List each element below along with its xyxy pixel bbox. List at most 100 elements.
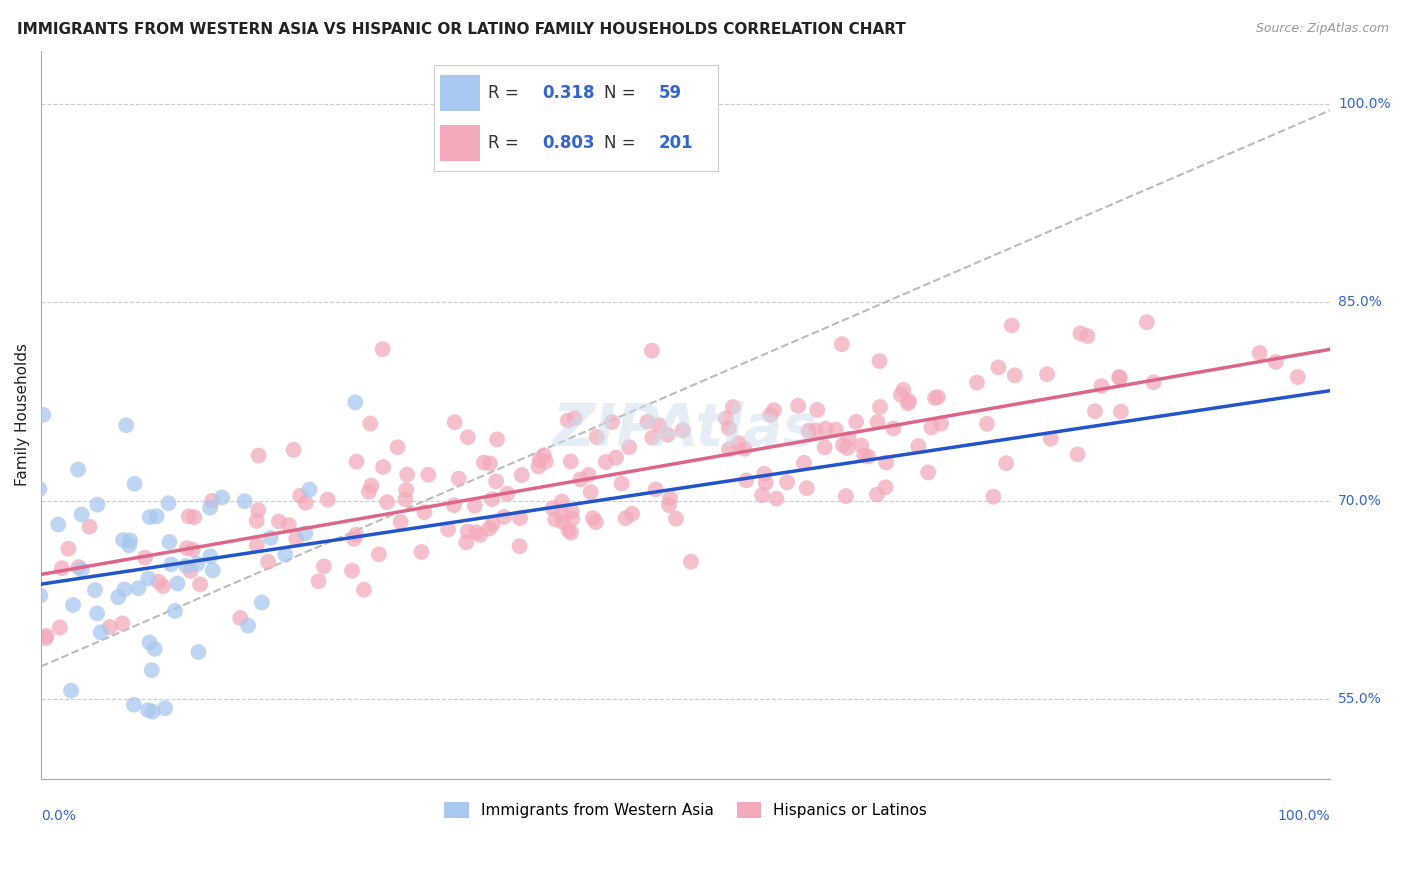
Point — [186, 557, 208, 571]
Point — [86, 498, 108, 512]
Point — [1066, 447, 1088, 461]
Text: IMMIGRANTS FROM WESTERN ASIA VS HISPANIC OR LATINO FAMILY HOUSEHOLDS CORRELATION: IMMIGRANTS FROM WESTERN ASIA VS HISPANIC… — [17, 22, 905, 37]
Point — [595, 455, 617, 469]
Point — [246, 514, 269, 528]
Point — [897, 396, 920, 410]
Point — [610, 476, 633, 491]
Point — [1076, 329, 1098, 343]
Point — [115, 418, 138, 433]
Point — [983, 490, 1005, 504]
Point — [648, 418, 671, 433]
Point — [481, 492, 503, 507]
Point — [294, 496, 316, 510]
Point — [340, 564, 363, 578]
Point — [86, 607, 108, 621]
Point — [560, 525, 582, 540]
Point — [0, 514, 11, 528]
Point — [344, 395, 367, 409]
Point — [198, 500, 221, 515]
Point — [174, 558, 197, 573]
Point — [1249, 346, 1271, 360]
Point — [35, 629, 58, 643]
Point — [136, 703, 159, 717]
Point — [796, 481, 818, 495]
Point — [1069, 326, 1091, 341]
Point — [814, 441, 837, 455]
Point — [267, 515, 290, 529]
Point — [143, 641, 166, 656]
Point — [561, 512, 583, 526]
Point — [1039, 432, 1062, 446]
Point — [585, 430, 607, 444]
Point — [396, 467, 419, 482]
Point — [285, 532, 308, 546]
Point — [60, 683, 83, 698]
Point — [658, 498, 681, 512]
Point — [183, 510, 205, 524]
Point — [481, 516, 503, 531]
Point — [46, 517, 69, 532]
Point — [561, 504, 583, 518]
Point — [343, 532, 366, 546]
Point — [153, 701, 176, 715]
Point — [754, 467, 776, 481]
Point — [1036, 368, 1059, 382]
Point — [51, 561, 73, 575]
Point — [907, 439, 929, 453]
Point — [765, 491, 787, 506]
Point — [200, 549, 222, 564]
Point — [614, 511, 637, 525]
Point — [136, 572, 159, 586]
Point — [856, 450, 879, 464]
Point — [375, 495, 398, 509]
Point — [838, 432, 860, 446]
Point — [357, 484, 380, 499]
Point — [875, 456, 897, 470]
Point — [288, 489, 311, 503]
Point — [734, 442, 756, 456]
Legend: Immigrants from Western Asia, Hispanics or Latinos: Immigrants from Western Asia, Hispanics … — [436, 794, 935, 826]
Point — [166, 576, 188, 591]
Point — [1084, 404, 1107, 418]
Point — [637, 415, 659, 429]
Point — [472, 456, 495, 470]
Point — [814, 421, 837, 435]
Point — [496, 487, 519, 501]
Point — [1108, 370, 1130, 384]
Point — [139, 510, 162, 524]
Point — [142, 705, 165, 719]
Point — [111, 616, 134, 631]
Point — [457, 430, 479, 444]
Point — [898, 394, 921, 409]
Point — [437, 522, 460, 536]
Point — [274, 548, 297, 562]
Point — [160, 558, 183, 572]
Point — [359, 417, 381, 431]
Point — [84, 583, 107, 598]
Point — [112, 533, 135, 547]
Point — [114, 582, 136, 597]
Point — [394, 492, 416, 507]
Point — [127, 581, 149, 595]
Point — [1286, 370, 1309, 384]
Point — [180, 564, 202, 578]
Point — [835, 489, 858, 503]
Point — [557, 413, 579, 427]
Point — [492, 510, 515, 524]
Point — [0, 496, 22, 510]
Point — [181, 542, 204, 557]
Point — [7, 586, 30, 600]
Point — [995, 456, 1018, 470]
Point — [582, 511, 605, 525]
Point — [411, 545, 433, 559]
Point — [1090, 379, 1112, 393]
Point — [600, 415, 623, 429]
Point — [621, 507, 644, 521]
Point — [929, 417, 952, 431]
Point — [312, 559, 335, 574]
Point — [1001, 318, 1024, 333]
Point — [509, 539, 531, 553]
Point — [735, 474, 758, 488]
Point — [824, 423, 846, 437]
Text: 100.0%: 100.0% — [1339, 96, 1391, 111]
